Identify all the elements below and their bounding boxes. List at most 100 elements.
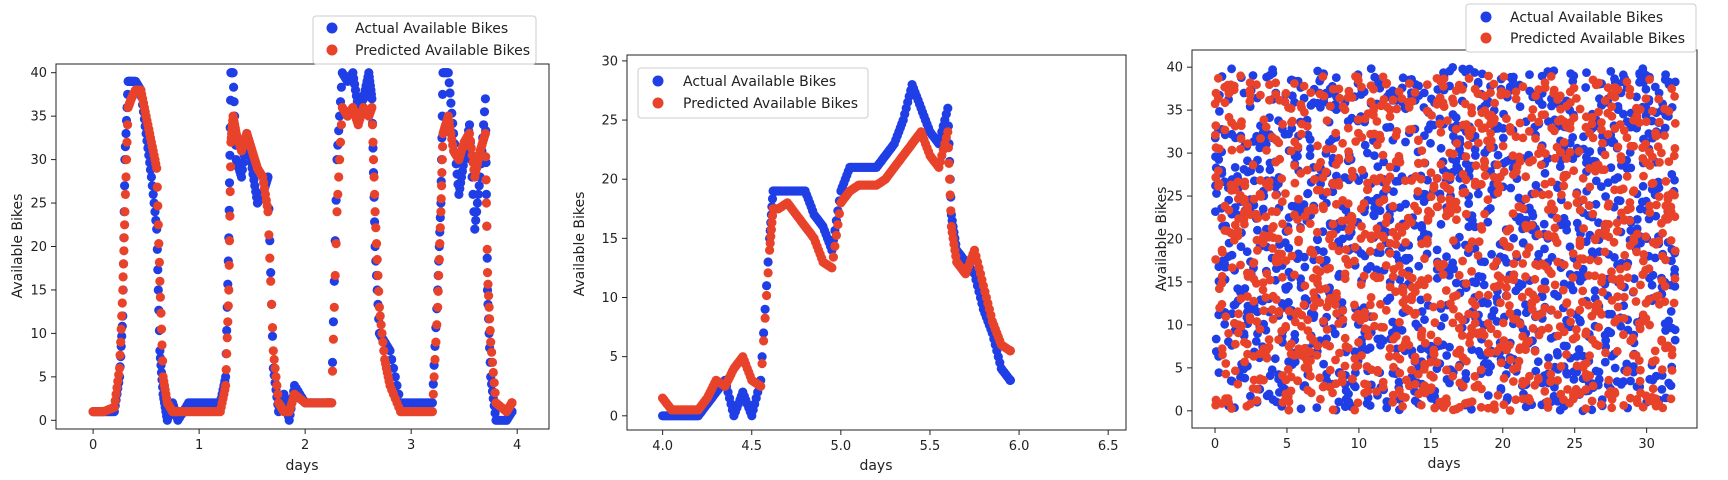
data-point <box>1528 211 1538 221</box>
data-point <box>377 328 387 338</box>
data-point <box>1227 250 1237 260</box>
data-point <box>1299 200 1309 209</box>
data-point <box>1224 205 1234 215</box>
data-point <box>1461 369 1471 378</box>
data-point <box>1278 219 1287 229</box>
data-point <box>1366 293 1376 302</box>
data-point <box>1518 133 1528 143</box>
data-point <box>1664 316 1674 326</box>
data-point <box>1332 293 1341 302</box>
data-point <box>1641 139 1650 149</box>
data-point <box>1398 283 1408 293</box>
data-point <box>1252 317 1262 326</box>
data-point <box>1622 359 1632 369</box>
y-tick-label: 35 <box>30 110 47 125</box>
data-point <box>1603 178 1613 188</box>
data-point <box>1666 394 1676 404</box>
data-point <box>431 337 441 347</box>
data-point <box>1546 377 1555 386</box>
legend: Actual Available Bikes Predicted Availab… <box>312 15 537 65</box>
data-point <box>1277 249 1286 259</box>
data-point <box>1233 379 1243 389</box>
data-point <box>1416 295 1426 305</box>
data-point <box>1541 284 1550 294</box>
data-point <box>1373 365 1383 375</box>
data-point <box>1527 220 1536 230</box>
data-point <box>1249 296 1259 306</box>
data-point <box>1319 316 1328 326</box>
data-point <box>264 230 274 240</box>
data-point <box>1669 151 1679 161</box>
data-point <box>1363 325 1372 335</box>
data-point <box>1505 406 1515 415</box>
data-point <box>767 218 777 228</box>
data-point <box>1576 317 1585 327</box>
data-point <box>1540 244 1549 254</box>
data-point <box>335 155 345 165</box>
data-point <box>1375 130 1385 140</box>
y-tick-label: 10 <box>1166 318 1183 333</box>
data-point <box>1401 393 1410 402</box>
data-point <box>1261 122 1271 132</box>
data-point <box>1492 257 1502 266</box>
data-point <box>1267 224 1277 233</box>
data-point <box>767 211 778 221</box>
data-point <box>943 143 954 153</box>
data-point <box>266 268 276 278</box>
y-tick-label: 0 <box>39 414 47 429</box>
data-point <box>1473 89 1483 98</box>
data-point <box>1467 397 1477 406</box>
data-point <box>225 186 235 197</box>
data-point <box>1596 182 1606 192</box>
data-point <box>1240 357 1249 367</box>
x-tick-label: 3 <box>407 438 415 453</box>
data-point <box>115 350 125 360</box>
data-point <box>1556 148 1566 157</box>
data-point <box>267 299 277 309</box>
data-point <box>757 352 767 362</box>
data-point <box>1666 381 1676 390</box>
data-point <box>336 120 346 130</box>
data-point <box>1286 386 1296 396</box>
data-point <box>153 265 163 275</box>
data-point <box>1544 190 1554 199</box>
data-point <box>1579 224 1588 233</box>
data-point <box>434 254 444 265</box>
data-point <box>1590 286 1600 295</box>
data-point <box>376 320 386 330</box>
data-point <box>1549 85 1559 95</box>
data-point <box>1220 125 1230 135</box>
data-point <box>945 190 955 200</box>
data-point <box>327 357 338 367</box>
data-point <box>1607 102 1617 111</box>
data-point <box>223 301 233 311</box>
data-point <box>1528 324 1538 333</box>
data-point <box>1606 67 1616 76</box>
data-point <box>1559 327 1569 337</box>
data-point <box>1625 216 1635 226</box>
data-point <box>1467 125 1477 135</box>
x-tick-label: 2 <box>301 438 309 453</box>
data-point <box>1553 376 1562 385</box>
data-point <box>1432 245 1442 255</box>
data-point <box>1309 288 1319 297</box>
data-point <box>1281 88 1291 98</box>
data-point <box>1369 211 1379 221</box>
data-point <box>1343 199 1353 209</box>
data-point <box>1531 134 1540 143</box>
data-point <box>487 357 498 367</box>
data-point <box>1467 404 1476 414</box>
data-point <box>1533 357 1543 367</box>
data-point <box>762 281 772 291</box>
data-point <box>1574 146 1584 156</box>
data-point <box>123 120 133 130</box>
data-point <box>273 389 283 399</box>
data-point <box>1240 194 1249 204</box>
data-point <box>1550 126 1559 136</box>
data-point <box>1236 121 1246 131</box>
data-point <box>1354 338 1363 347</box>
data-point <box>1562 350 1571 359</box>
data-point <box>1230 163 1240 172</box>
data-point <box>1359 271 1369 281</box>
